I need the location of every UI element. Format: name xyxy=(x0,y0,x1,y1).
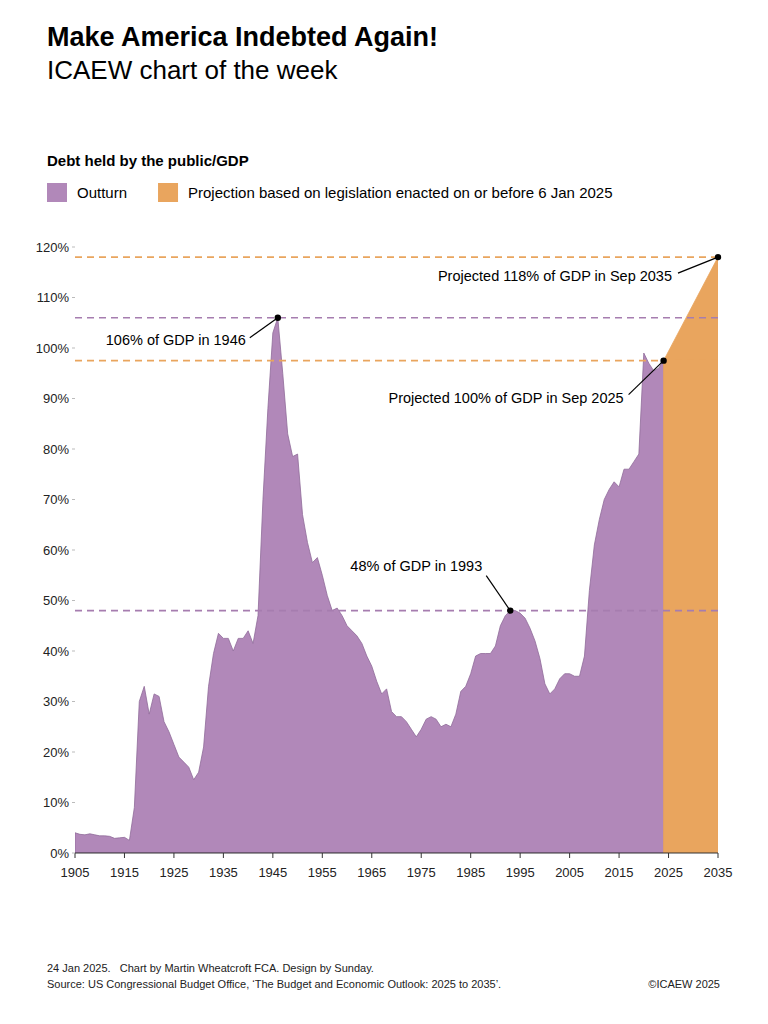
y-tick-label: 30% xyxy=(43,694,69,709)
x-tick xyxy=(223,853,224,858)
x-tick-label: 2005 xyxy=(555,865,584,880)
y-tick-label: 100% xyxy=(36,341,70,356)
y-tick-label: 10% xyxy=(43,795,69,810)
x-tick-label: 1985 xyxy=(456,865,485,880)
x-tick-label: 1905 xyxy=(61,865,90,880)
y-tick-label: 90% xyxy=(43,391,69,406)
footer-source: Source: US Congressional Budget Office, … xyxy=(47,978,501,990)
footer-credit: 24 Jan 2025. Chart by Martin Wheatcroft … xyxy=(47,962,374,974)
y-tick xyxy=(72,802,75,803)
y-tick xyxy=(72,853,75,854)
x-tick xyxy=(322,853,323,858)
y-tick xyxy=(72,752,75,753)
y-tick xyxy=(72,297,75,298)
area-projection xyxy=(664,257,718,853)
x-tick xyxy=(371,853,372,858)
x-tick xyxy=(272,853,273,858)
y-tick xyxy=(72,701,75,702)
x-tick xyxy=(668,853,669,858)
y-tick xyxy=(72,651,75,652)
x-tick-label: 2015 xyxy=(605,865,634,880)
reference-line xyxy=(75,256,718,258)
x-tick xyxy=(569,853,570,858)
y-tick-label: 110% xyxy=(37,290,70,305)
x-tick-label: 2025 xyxy=(654,865,683,880)
x-axis-line xyxy=(75,853,718,854)
annotation-point xyxy=(507,607,513,613)
y-tick-label: 70% xyxy=(43,492,69,507)
legend-label: Projection based on legislation enacted … xyxy=(188,184,612,201)
y-tick-label: 50% xyxy=(43,593,69,608)
leader-line xyxy=(250,318,278,338)
y-tick-label: 120% xyxy=(36,240,70,255)
x-tick xyxy=(470,853,471,858)
y-tick-label: 20% xyxy=(43,745,69,760)
y-tick xyxy=(72,398,75,399)
y-tick xyxy=(72,348,75,349)
area-outturn xyxy=(75,318,664,853)
x-tick-label: 1915 xyxy=(110,865,139,880)
x-tick-label: 1945 xyxy=(258,865,287,880)
leader-line xyxy=(629,361,664,395)
annotation-label: Projected 118% of GDP in Sep 2035 xyxy=(438,268,672,284)
x-tick-label: 1935 xyxy=(209,865,238,880)
annotation-label: 48% of GDP in 1993 xyxy=(350,558,482,574)
annotation-point xyxy=(275,315,281,321)
x-tick xyxy=(173,853,174,858)
x-tick-label: 1955 xyxy=(308,865,337,880)
leader-line xyxy=(678,257,718,273)
leader-line xyxy=(486,576,510,611)
y-tick xyxy=(72,550,75,551)
title: Make America Indebted Again! xyxy=(47,22,438,52)
x-tick-label: 1975 xyxy=(407,865,436,880)
reference-line xyxy=(75,610,718,612)
plot-area xyxy=(75,257,718,853)
x-tick xyxy=(124,853,125,858)
x-tick xyxy=(421,853,422,858)
y-tick-label: 40% xyxy=(43,644,69,659)
y-label: Debt held by the public/GDP xyxy=(47,152,249,169)
annotation-label: 106% of GDP in 1946 xyxy=(106,332,246,348)
chart-root: Make America Indebted Again!ICAEW chart … xyxy=(0,0,768,1024)
x-tick-label: 1925 xyxy=(159,865,188,880)
x-tick xyxy=(619,853,620,858)
annotation-point xyxy=(715,254,721,260)
reference-line xyxy=(75,360,718,362)
subtitle: ICAEW chart of the week xyxy=(47,55,338,85)
y-tick-label: 60% xyxy=(43,543,69,558)
y-tick-label: 80% xyxy=(43,442,69,457)
footer-copyright: ©ICAEW 2025 xyxy=(648,978,720,990)
annotation-label: Projected 100% of GDP in Sep 2025 xyxy=(388,390,623,406)
legend-swatch xyxy=(47,183,67,202)
y-tick xyxy=(72,247,75,248)
legend-swatch xyxy=(158,183,178,202)
legend-label: Outturn xyxy=(77,184,127,201)
x-tick xyxy=(75,853,76,858)
annotation-point xyxy=(660,357,666,363)
x-tick xyxy=(520,853,521,858)
x-tick-label: 1965 xyxy=(357,865,386,880)
y-tick-label: 0% xyxy=(50,846,69,861)
reference-line xyxy=(75,317,718,319)
y-tick xyxy=(72,449,75,450)
chart-svg: Make America Indebted Again!ICAEW chart … xyxy=(0,0,768,1024)
y-tick xyxy=(72,600,75,601)
x-tick xyxy=(718,853,719,858)
x-tick-label: 2035 xyxy=(704,865,733,880)
y-tick xyxy=(72,499,75,500)
x-tick-label: 1995 xyxy=(506,865,535,880)
